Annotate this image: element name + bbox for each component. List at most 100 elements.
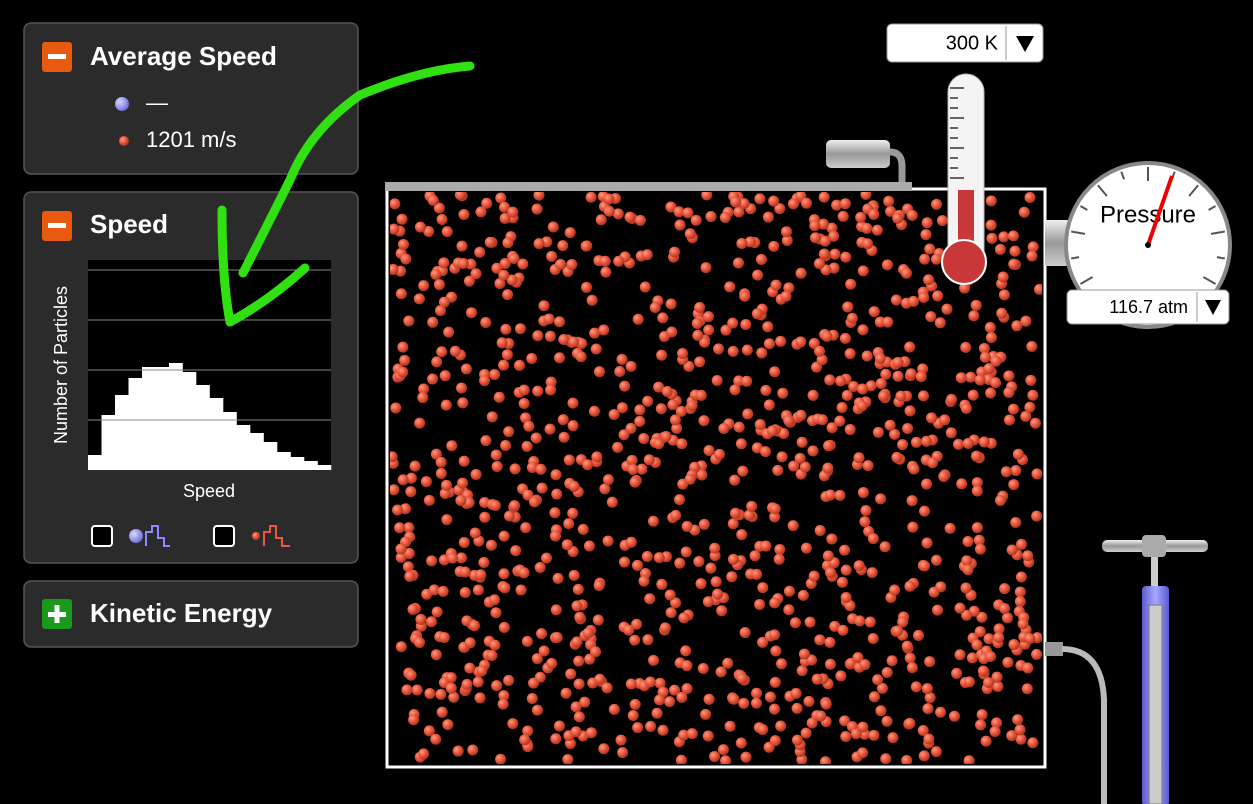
particle xyxy=(819,192,830,203)
particle xyxy=(805,617,816,628)
heavy-checkbox[interactable] xyxy=(92,526,112,546)
particle xyxy=(920,229,931,240)
particle xyxy=(838,625,849,636)
particle xyxy=(840,198,851,209)
particle xyxy=(1008,479,1019,490)
particle xyxy=(548,222,559,233)
particle xyxy=(935,317,946,328)
particle xyxy=(475,692,486,703)
light-particle-icon xyxy=(119,136,129,146)
particle xyxy=(968,310,979,321)
particle xyxy=(516,585,527,596)
particle xyxy=(845,279,856,290)
particle xyxy=(841,592,852,603)
particle xyxy=(480,317,491,328)
particle xyxy=(985,322,996,333)
lid[interactable] xyxy=(385,182,912,191)
particle xyxy=(502,289,513,300)
particle xyxy=(561,688,572,699)
particle xyxy=(998,231,1009,242)
particle xyxy=(767,425,778,436)
particle xyxy=(783,415,794,426)
particle xyxy=(1009,246,1020,257)
particle xyxy=(390,402,401,413)
particle xyxy=(587,295,598,306)
particle xyxy=(847,313,858,324)
particle xyxy=(692,330,703,341)
particle xyxy=(395,543,406,554)
particle xyxy=(603,535,614,546)
heavy-particle-icon xyxy=(115,97,129,111)
particle xyxy=(739,291,750,302)
particle xyxy=(769,366,780,377)
particle xyxy=(1026,341,1037,352)
particle xyxy=(450,346,461,357)
particle xyxy=(700,709,711,720)
particle xyxy=(951,668,962,679)
particle xyxy=(926,412,937,423)
particle xyxy=(1022,662,1033,673)
particle xyxy=(427,374,438,385)
particle xyxy=(754,193,765,204)
particle xyxy=(494,392,505,403)
particle xyxy=(466,307,477,318)
particle xyxy=(397,342,408,353)
particle xyxy=(459,537,470,548)
particle xyxy=(1027,737,1038,748)
particle xyxy=(795,453,806,464)
particle xyxy=(441,514,452,525)
particle xyxy=(696,390,707,401)
particle xyxy=(946,394,957,405)
particle xyxy=(781,226,792,237)
particle xyxy=(526,353,537,364)
particle xyxy=(893,371,904,382)
lid-handle[interactable] xyxy=(826,140,890,168)
particle xyxy=(394,522,405,533)
particle xyxy=(730,508,741,519)
particle xyxy=(808,390,819,401)
particle xyxy=(578,524,589,535)
hose-connector xyxy=(1045,642,1063,656)
particle xyxy=(682,521,693,532)
particle xyxy=(857,747,868,758)
particle xyxy=(388,484,399,495)
particle xyxy=(500,324,511,335)
particle xyxy=(431,356,442,367)
particle xyxy=(571,600,582,611)
particle xyxy=(675,220,686,231)
particle xyxy=(486,650,497,661)
particle xyxy=(713,343,724,354)
particle xyxy=(822,463,833,474)
particle xyxy=(660,622,671,633)
particle xyxy=(458,258,469,269)
particle xyxy=(593,614,604,625)
particle xyxy=(803,696,814,707)
particle xyxy=(701,262,712,273)
particle xyxy=(457,397,468,408)
particle xyxy=(1007,544,1018,555)
particle xyxy=(878,391,889,402)
particle xyxy=(774,544,785,555)
particle xyxy=(581,282,592,293)
particle xyxy=(986,220,997,231)
particle xyxy=(555,259,566,270)
particle xyxy=(777,451,788,462)
particle xyxy=(938,471,949,482)
particle xyxy=(531,432,542,443)
particle xyxy=(882,667,893,678)
pump[interactable] xyxy=(1102,535,1208,804)
particle xyxy=(911,437,922,448)
particle xyxy=(891,452,902,463)
particle xyxy=(985,388,996,399)
particle xyxy=(574,679,585,690)
particle xyxy=(990,356,1001,367)
light-checkbox[interactable] xyxy=(214,526,234,546)
particle xyxy=(875,493,886,504)
particle xyxy=(907,662,918,673)
particle xyxy=(421,476,432,487)
particle xyxy=(545,331,556,342)
particle xyxy=(574,612,585,623)
particle xyxy=(867,567,878,578)
histogram-bar xyxy=(237,425,251,470)
histogram-bar xyxy=(318,465,332,470)
